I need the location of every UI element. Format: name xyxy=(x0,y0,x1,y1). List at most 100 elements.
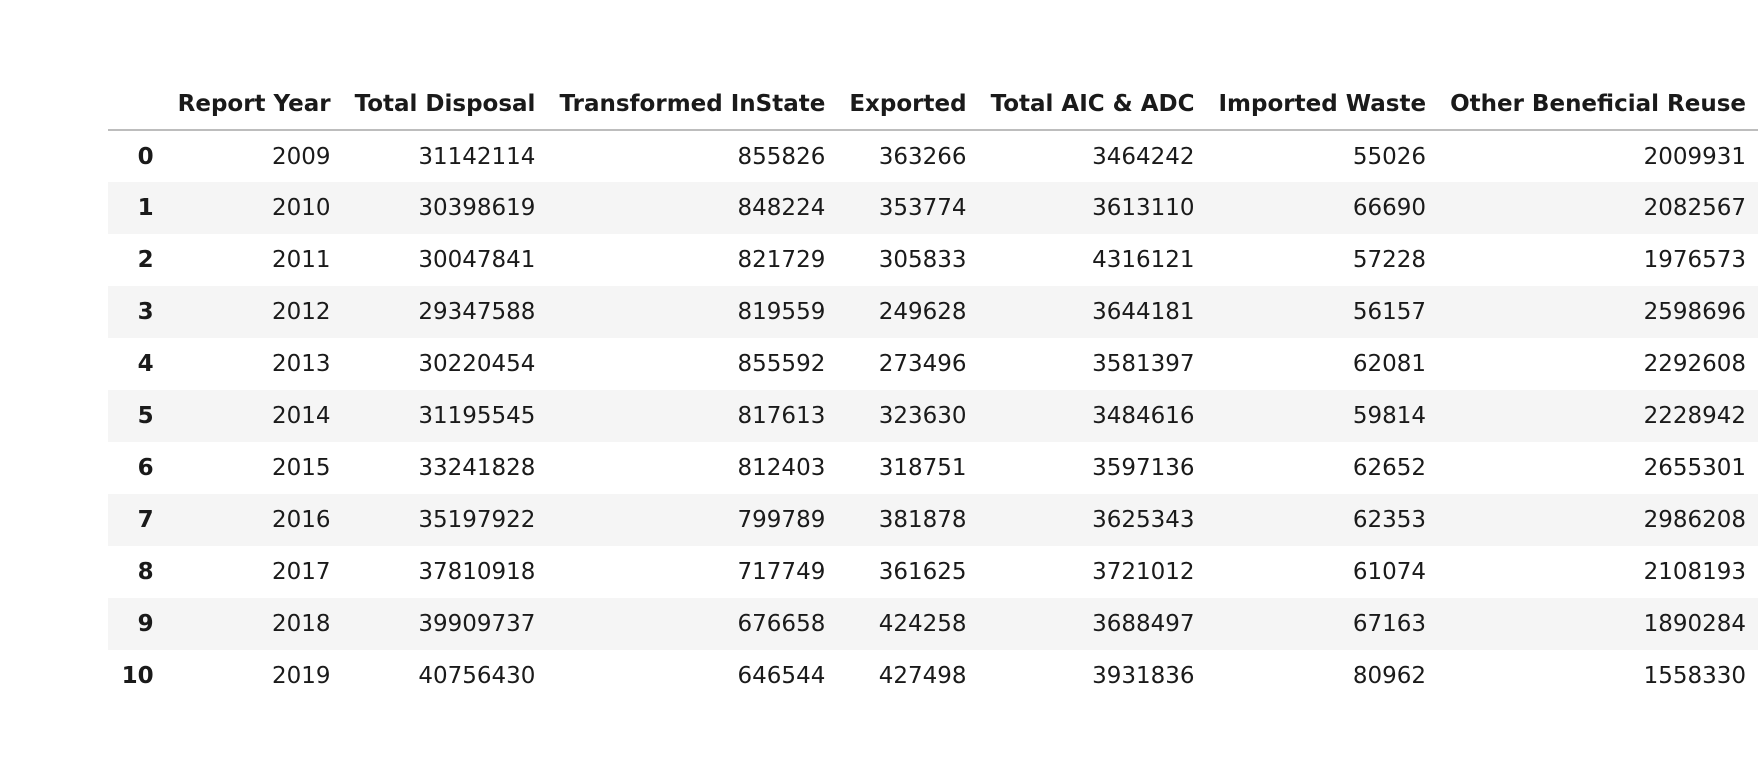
table-cell: 62353 xyxy=(1352,507,1427,533)
table-cell: 2009931 xyxy=(1643,143,1746,170)
table-cell: 799789 xyxy=(737,507,826,533)
table-cell: 2017 xyxy=(272,559,331,585)
table-cell: 3721012 xyxy=(1092,559,1195,585)
table-cell: 61074 xyxy=(1352,559,1427,585)
table-cell: 817613 xyxy=(737,403,826,429)
table-row: 3 2012 29347588 819559 249628 3644181 56157 259… xyxy=(108,286,1758,338)
table-cell: 2598696 xyxy=(1643,299,1746,325)
table-cell: 3581397 xyxy=(1092,351,1195,377)
table-cell: 717749 xyxy=(737,559,826,585)
table-cell: 2986208 xyxy=(1643,507,1746,533)
table-cell: 249628 xyxy=(878,299,967,325)
table-cell: 59814 xyxy=(1352,403,1427,429)
table-cell: 56157 xyxy=(1352,299,1427,325)
table-cell: 55026 xyxy=(1352,143,1427,170)
table-cell: 2009 xyxy=(272,143,331,170)
table-cell: 3625343 xyxy=(1092,507,1195,533)
table-cell: 676658 xyxy=(737,611,826,637)
column-header: Total AIC & ADC xyxy=(978,77,1207,131)
table-cell: 31195545 xyxy=(418,403,536,429)
table-row: 9 2018 39909737 676658 424258 3688497 67163 189… xyxy=(108,598,1758,650)
column-header: Other Beneficial Reuse xyxy=(1438,77,1758,131)
table-cell: 381878 xyxy=(878,507,967,533)
table-cell: 3688497 xyxy=(1092,611,1195,637)
table-cell: 40756430 xyxy=(418,663,536,689)
table-cell: 821729 xyxy=(737,247,826,273)
table-cell: 3931836 xyxy=(1092,663,1195,689)
table-cell: 30220454 xyxy=(418,351,536,377)
column-header: Exported xyxy=(837,77,979,131)
table-cell: 33241828 xyxy=(418,455,536,481)
table-cell: 2018 xyxy=(272,611,331,637)
row-index: 2 xyxy=(137,247,154,273)
table-cell: 323630 xyxy=(878,403,967,429)
table-cell: 2014 xyxy=(272,403,331,429)
table-cell: 819559 xyxy=(737,299,826,325)
column-header: Report Year xyxy=(165,77,343,131)
table-cell: 427498 xyxy=(878,663,967,689)
table-header: Report Year Total Disposal Transformed I… xyxy=(108,77,1758,131)
table-cell: 30398619 xyxy=(418,195,536,221)
table-cell: 1890284 xyxy=(1643,611,1746,637)
table-cell: 855592 xyxy=(737,351,826,377)
row-index: 10 xyxy=(121,663,154,689)
table-cell: 2108193 xyxy=(1643,559,1746,585)
table-cell: 2082567 xyxy=(1643,195,1746,221)
table-cell: 2010 xyxy=(272,195,331,221)
table-cell: 855826 xyxy=(737,143,826,170)
table-row: 8 2017 37810918 717749 361625 3721012 61074 210… xyxy=(108,546,1758,598)
table-body: 0 2009 31142114 855826 363266 3464242 55026 200… xyxy=(108,130,1758,702)
table-cell: 3464242 xyxy=(1092,143,1195,170)
table-cell: 67163 xyxy=(1352,611,1427,637)
table-cell: 273496 xyxy=(878,351,967,377)
table-cell: 3644181 xyxy=(1092,299,1195,325)
table-cell: 353774 xyxy=(878,195,967,221)
row-index: 6 xyxy=(137,455,154,481)
table-cell: 2016 xyxy=(272,507,331,533)
table-cell: 2015 xyxy=(272,455,331,481)
table-row: 4 2013 30220454 855592 273496 3581397 62081 229… xyxy=(108,338,1758,390)
table-cell: 35197922 xyxy=(418,507,536,533)
table-cell: 424258 xyxy=(878,611,967,637)
index-column-header xyxy=(108,77,166,131)
table-cell: 66690 xyxy=(1352,195,1427,221)
header-row: Report Year Total Disposal Transformed I… xyxy=(108,77,1758,131)
table-cell: 363266 xyxy=(878,143,967,170)
table-cell: 62652 xyxy=(1352,455,1427,481)
table-cell: 1558330 xyxy=(1643,663,1746,689)
table-cell: 646544 xyxy=(737,663,826,689)
table-cell: 62081 xyxy=(1352,351,1427,377)
table-cell: 812403 xyxy=(737,455,826,481)
row-index: 8 xyxy=(137,559,154,585)
column-header: Imported Waste xyxy=(1206,77,1439,131)
table-cell: 3613110 xyxy=(1092,195,1195,221)
row-index: 3 xyxy=(137,299,154,325)
table-cell: 1976573 xyxy=(1643,247,1746,273)
table-cell: 30047841 xyxy=(418,247,536,273)
table-cell: 2011 xyxy=(272,247,331,273)
table-cell: 2012 xyxy=(272,299,331,325)
table-cell: 318751 xyxy=(878,455,967,481)
table-cell: 39909737 xyxy=(418,611,536,637)
table-row: 1 2010 30398619 848224 353774 3613110 66690 208… xyxy=(108,182,1758,234)
table-row: 0 2009 31142114 855826 363266 3464242 55026 200… xyxy=(108,130,1758,182)
table-row: 10 2019 40756430 646544 427498 3931836 80962 15… xyxy=(108,650,1758,702)
row-index: 1 xyxy=(137,195,154,221)
table-row: 2 2011 30047841 821729 305833 4316121 57228 197… xyxy=(108,234,1758,286)
dataframe-table: Report Year Total Disposal Transformed I… xyxy=(108,77,1758,702)
table-cell: 3597136 xyxy=(1092,455,1195,481)
table-cell: 29347588 xyxy=(418,299,536,325)
table-cell: 2655301 xyxy=(1643,455,1746,481)
table-cell: 3484616 xyxy=(1092,403,1195,429)
table-cell: 80962 xyxy=(1352,663,1427,689)
row-index: 4 xyxy=(137,351,154,377)
table-cell: 57228 xyxy=(1352,247,1427,273)
table-cell: 2292608 xyxy=(1643,351,1746,377)
table-cell: 361625 xyxy=(878,559,967,585)
table-row: 7 2016 35197922 799789 381878 3625343 62353 298… xyxy=(108,494,1758,546)
row-index: 5 xyxy=(137,403,154,429)
table-cell: 305833 xyxy=(878,247,967,273)
table-cell: 2228942 xyxy=(1643,403,1746,429)
table-cell: 2013 xyxy=(272,351,331,377)
row-index: 7 xyxy=(137,507,154,533)
